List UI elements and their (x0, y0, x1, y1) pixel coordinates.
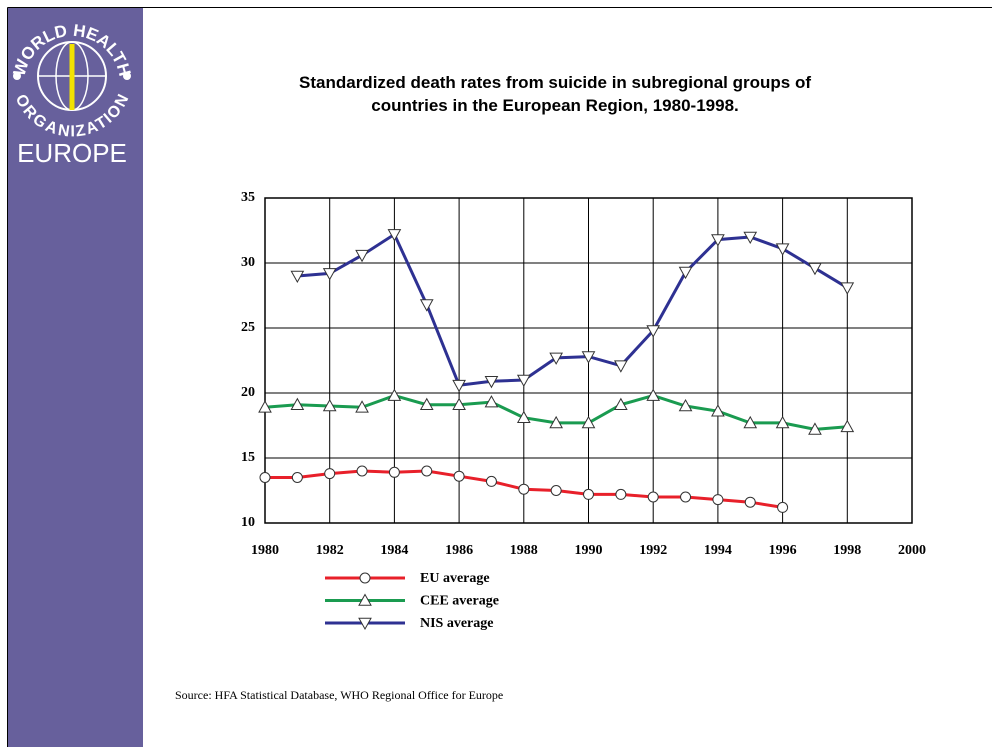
logo-dot (123, 72, 131, 80)
x-tick-label: 1996 (769, 543, 797, 558)
data-point (290, 397, 305, 410)
data-point (291, 472, 303, 483)
logo-dot (13, 72, 21, 80)
sidebar (8, 8, 143, 747)
series-line (297, 232, 849, 387)
data-point (615, 488, 627, 500)
x-tick-label: 1986 (445, 543, 473, 558)
data-point (549, 415, 563, 429)
y-tick-label: 15 (241, 450, 255, 465)
data-point (775, 415, 790, 429)
legend-marker (359, 572, 371, 584)
x-tick-label: 1988 (510, 543, 538, 558)
data-point (840, 282, 855, 295)
data-point (550, 485, 562, 496)
data-point (775, 243, 790, 256)
y-tick-label: 35 (241, 190, 255, 205)
y-tick-label: 30 (241, 255, 255, 270)
data-point (419, 299, 434, 312)
data-point (322, 268, 337, 281)
data-point (583, 488, 594, 500)
data-point (419, 397, 434, 410)
legend-marker (358, 593, 372, 606)
plot-frame (264, 197, 913, 524)
data-point (258, 400, 272, 413)
x-tick-label: 1994 (704, 543, 732, 558)
data-point (549, 352, 563, 365)
x-tick-label: 1980 (251, 543, 279, 558)
x-tick-label: 1982 (316, 543, 344, 558)
y-tick-label: 10 (241, 515, 255, 530)
data-point (581, 415, 596, 429)
data-point (743, 231, 758, 245)
data-point (646, 388, 661, 401)
x-tick-label: 1990 (575, 543, 603, 558)
data-point (678, 266, 693, 280)
data-point (356, 465, 368, 477)
data-point (518, 483, 530, 495)
data-point (680, 491, 692, 503)
y-tick-label: 20 (241, 385, 255, 400)
legend-label: CEE average (420, 594, 499, 609)
data-point (808, 262, 822, 276)
data-point (614, 397, 628, 410)
data-point (646, 325, 661, 338)
data-point (711, 234, 725, 247)
data-point (387, 388, 402, 401)
data-point (516, 410, 531, 423)
data-point (743, 415, 758, 429)
x-tick-label: 1984 (380, 543, 408, 558)
data-point (421, 465, 433, 477)
x-tick-label: 2000 (898, 543, 926, 558)
y-tick-label: 25 (241, 320, 255, 335)
data-point (744, 496, 756, 508)
data-point (452, 379, 466, 393)
data-point (452, 397, 466, 410)
logo-region: EUROPE (17, 138, 127, 168)
data-point (614, 360, 628, 373)
chart-title: countries in the European Region, 1980-1… (371, 96, 739, 115)
data-point (388, 466, 400, 478)
x-tick-label: 1992 (639, 543, 667, 558)
data-point (647, 491, 659, 503)
data-point (355, 400, 369, 413)
data-point (322, 398, 337, 412)
legend-label: EU average (420, 571, 490, 586)
data-point (840, 419, 855, 433)
chart-title: Standardized death rates from suicide in… (299, 73, 811, 92)
legend-label: NIS average (420, 616, 494, 631)
data-point (581, 351, 596, 364)
data-point (355, 249, 369, 263)
data-point (678, 398, 693, 412)
data-point (290, 270, 305, 284)
data-point (259, 472, 271, 483)
data-point (453, 470, 465, 482)
x-tick-label: 1998 (833, 543, 861, 558)
data-point (485, 475, 497, 487)
data-point (324, 468, 336, 480)
data-point (808, 422, 822, 435)
data-point (711, 404, 725, 417)
data-point (484, 376, 499, 389)
data-point (516, 374, 531, 388)
data-point (387, 229, 402, 242)
data-point (777, 501, 789, 513)
source-note: Source: HFA Statistical Database, WHO Re… (175, 688, 503, 702)
data-point (712, 494, 724, 506)
legend-marker (358, 617, 372, 631)
data-point (484, 395, 499, 408)
